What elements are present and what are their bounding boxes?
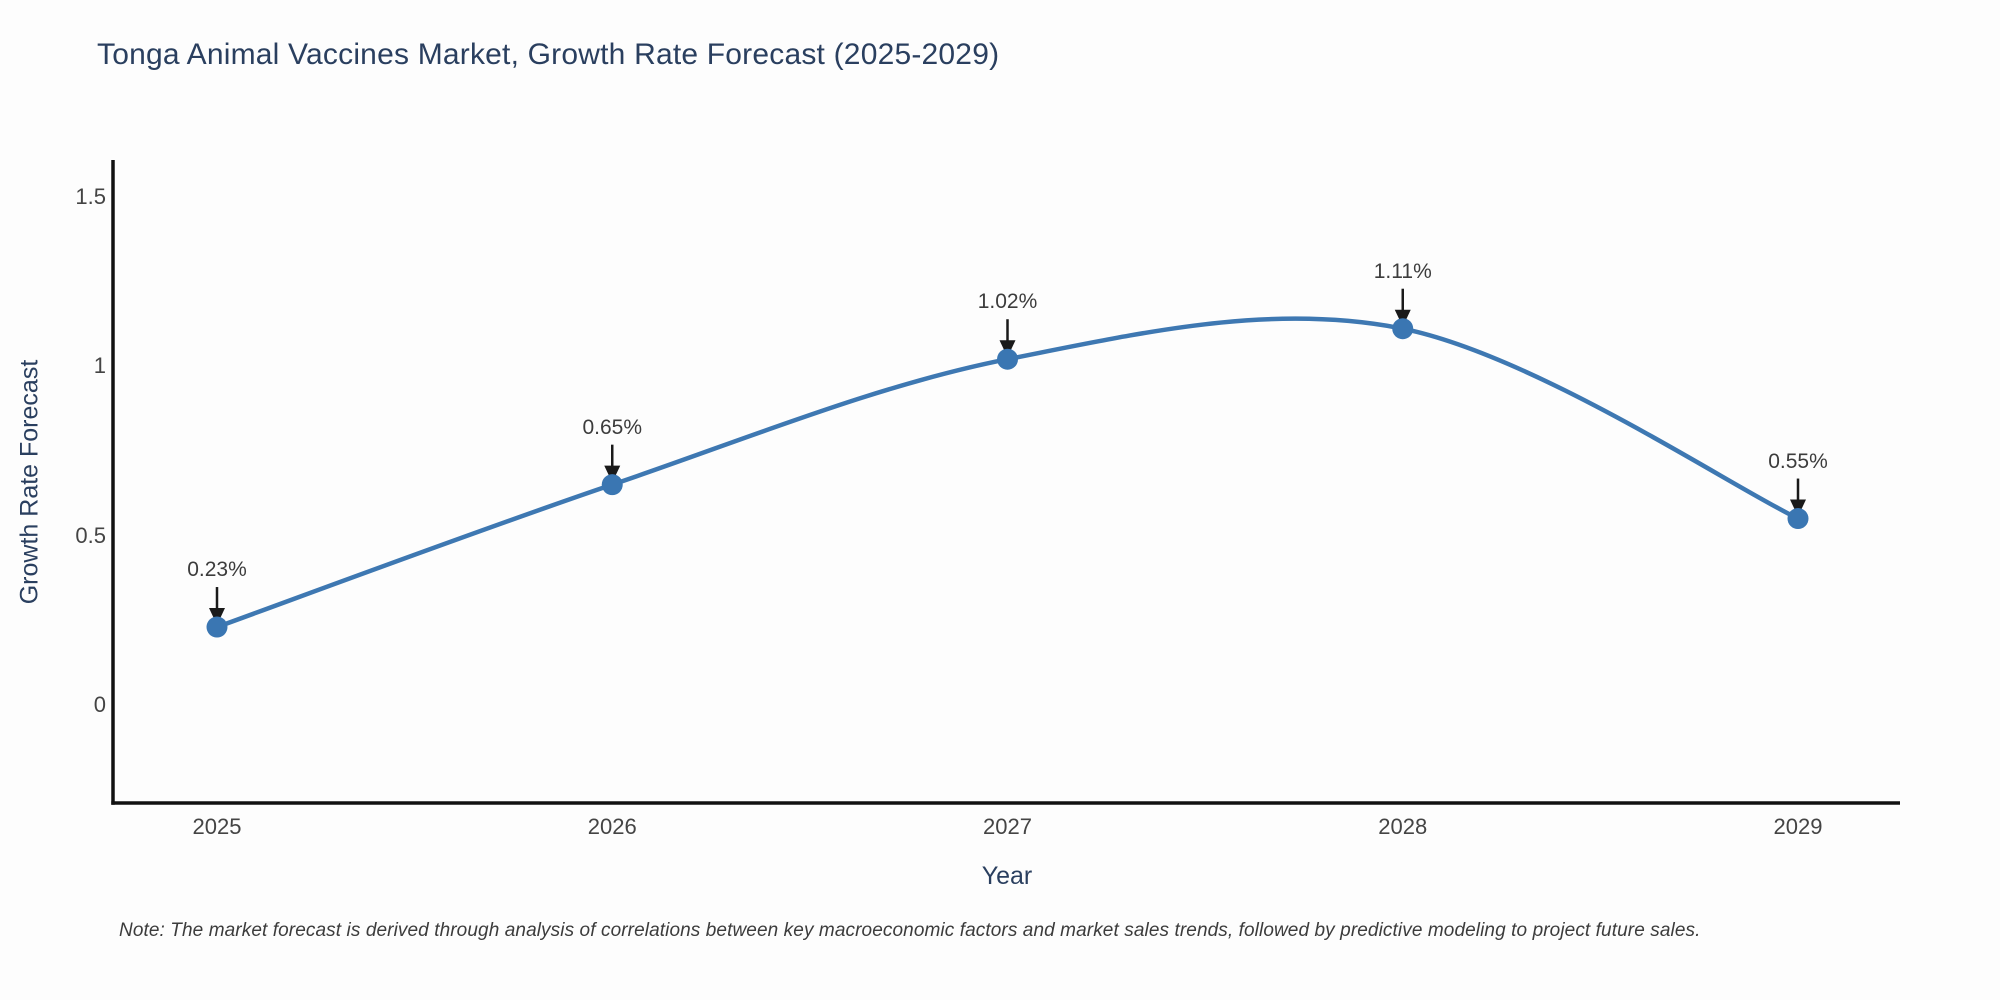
- data-point-marker[interactable]: [1392, 318, 1414, 340]
- data-point-annotation: 0.65%: [582, 415, 643, 439]
- data-point-annotation: 1.02%: [977, 290, 1038, 314]
- x-tick-label: 2025: [192, 814, 242, 839]
- y-tick-label: 1.5: [75, 183, 106, 209]
- x-tick-label: 2027: [983, 814, 1032, 839]
- data-point-annotation: 1.11%: [1373, 259, 1432, 283]
- data-point-annotation: 0.23%: [187, 558, 247, 582]
- data-point-marker[interactable]: [206, 616, 228, 638]
- data-point-annotation: 0.55%: [1768, 449, 1828, 473]
- y-tick-label: 0.5: [75, 522, 106, 548]
- y-tick-label: 0: [93, 692, 106, 717]
- data-point-marker[interactable]: [601, 474, 623, 496]
- data-point-marker[interactable]: [997, 348, 1018, 370]
- y-tick-label: 1: [93, 353, 106, 378]
- y-axis-title: Growth Rate Forecast: [15, 359, 44, 605]
- x-tick-label: 2026: [587, 814, 637, 839]
- data-point-marker[interactable]: [1787, 508, 1809, 530]
- x-tick-label: 2028: [1378, 814, 1428, 839]
- x-tick-label: 2029: [1773, 814, 1823, 839]
- chart-title: Tonga Animal Vaccines Market, Growth Rat…: [97, 38, 1000, 71]
- x-axis-title: Year: [981, 862, 1033, 890]
- footnote: Note: The market forecast is derived thr…: [119, 920, 1701, 941]
